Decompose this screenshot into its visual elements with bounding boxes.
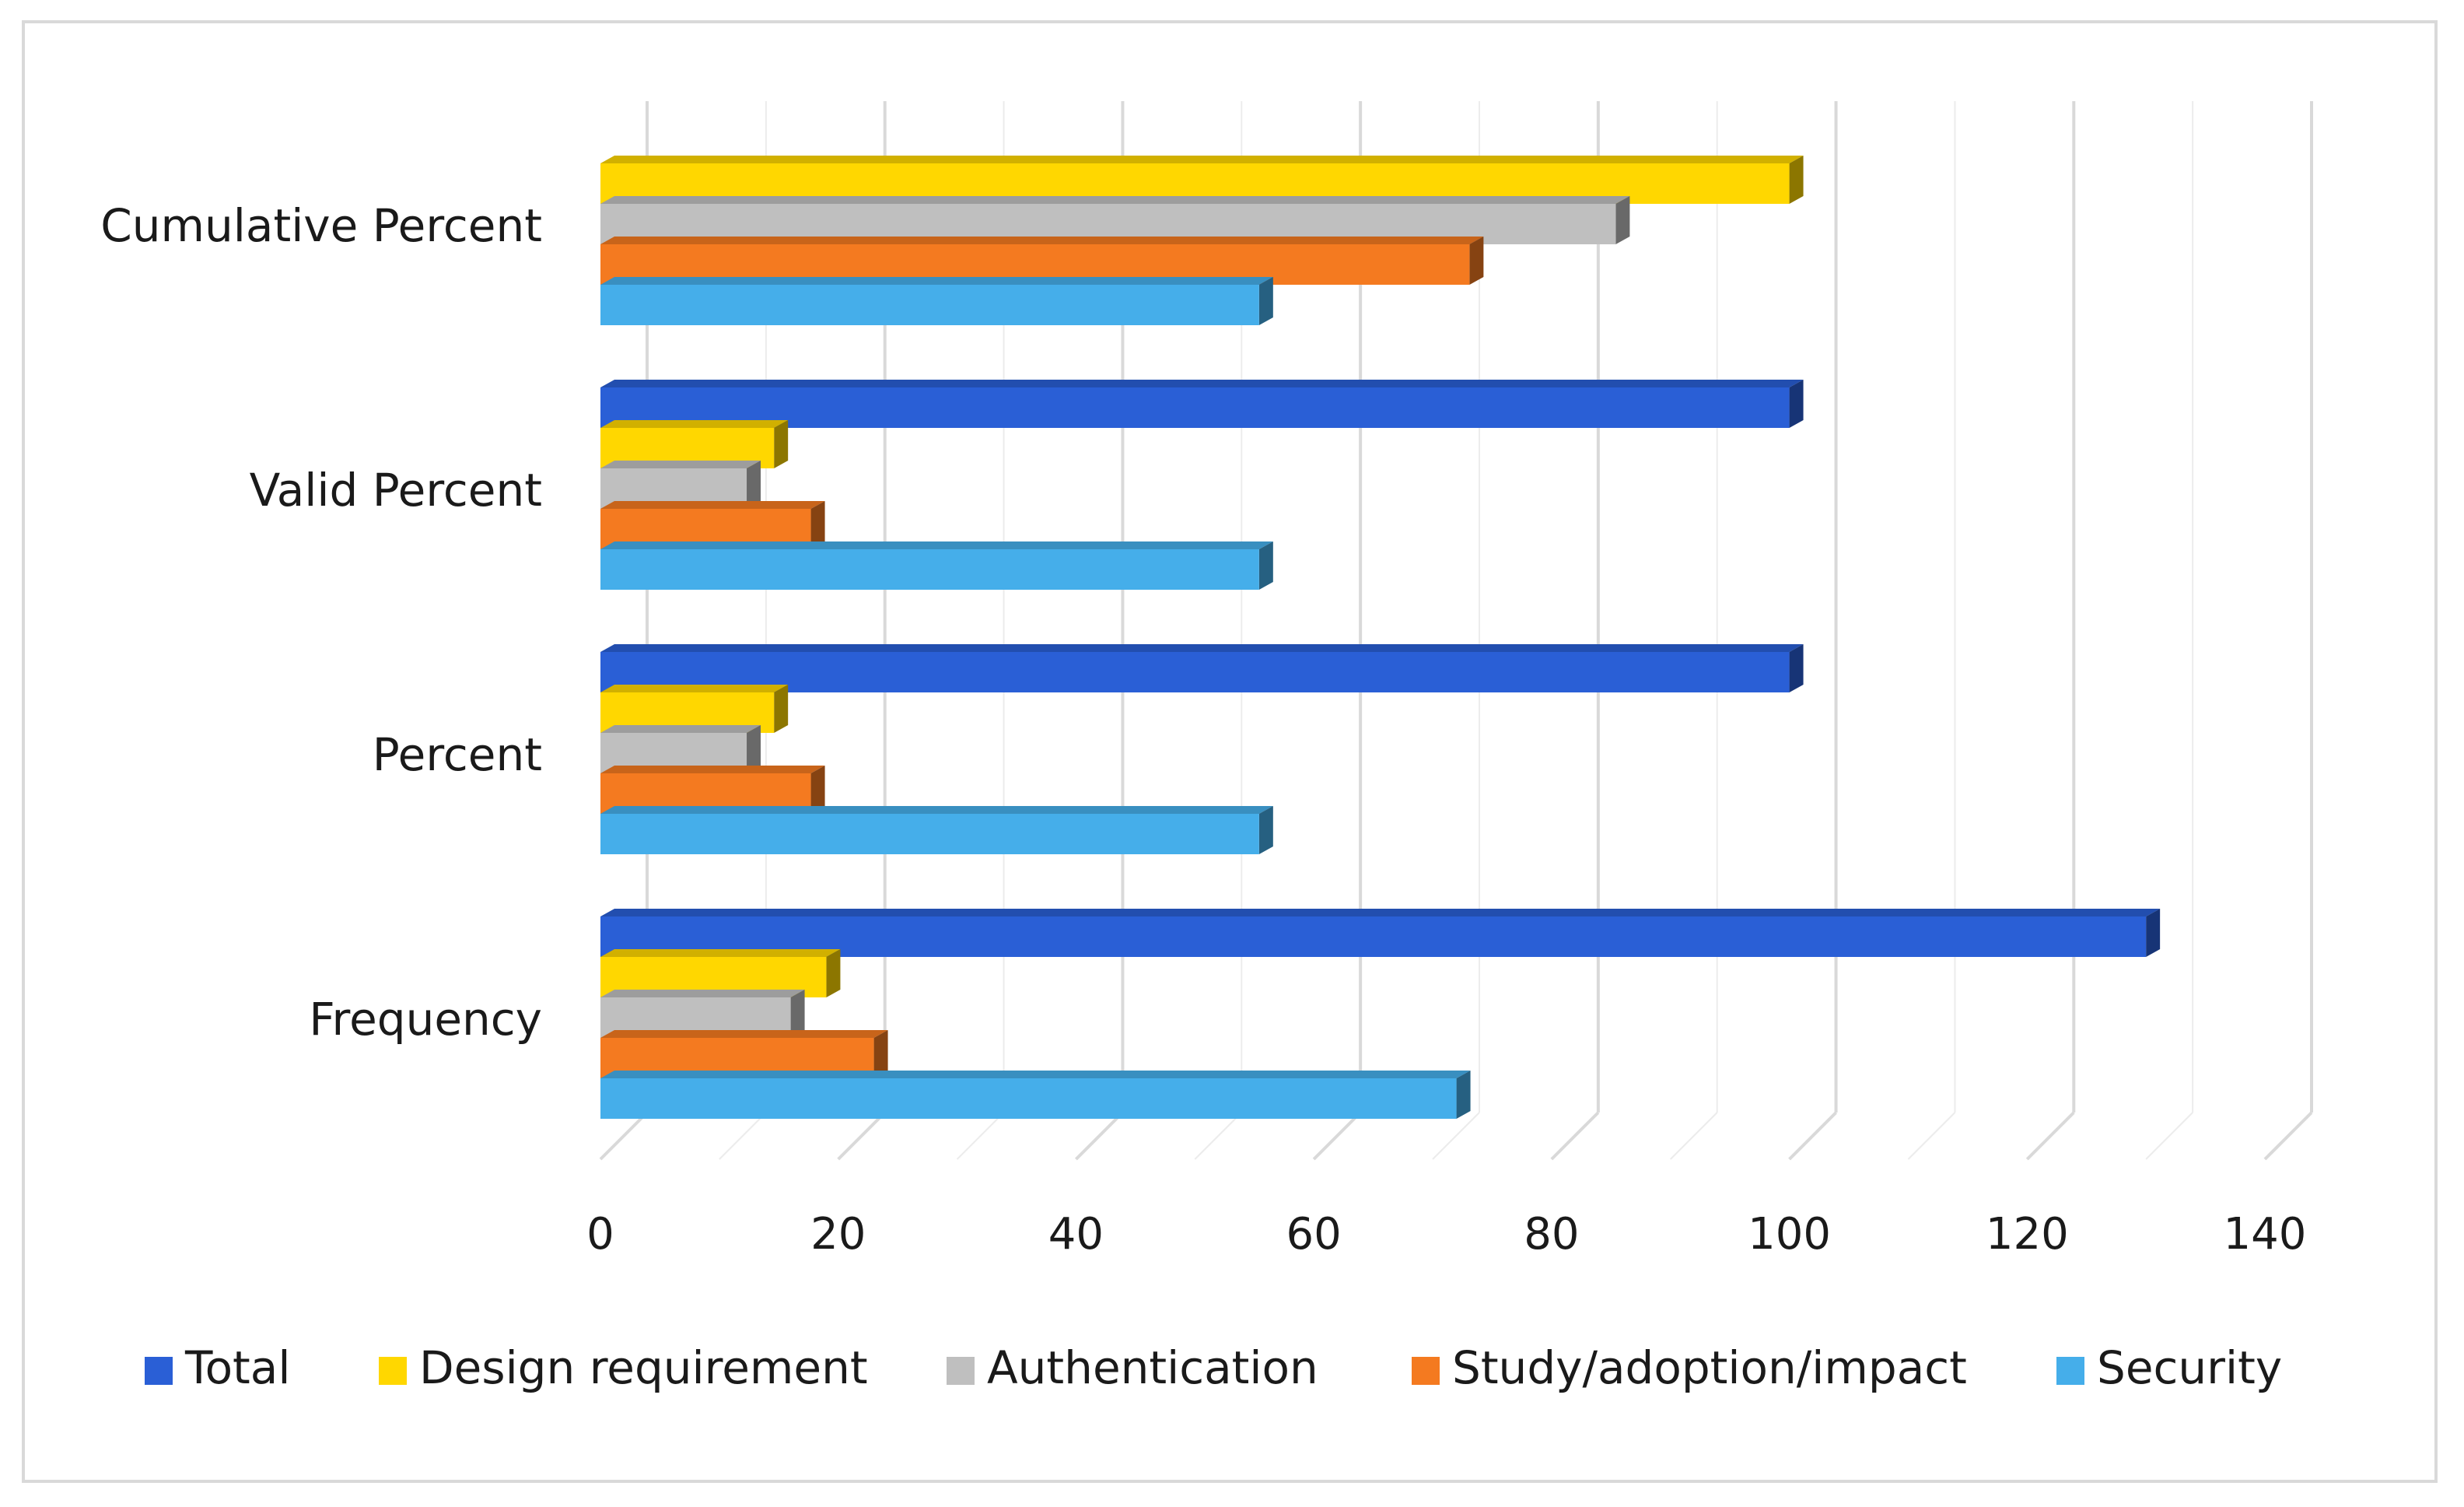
x-tick-label: 20: [810, 1209, 866, 1260]
category-label: Frequency: [309, 993, 542, 1046]
legend-swatch: [379, 1357, 407, 1385]
x-tick-label: 0: [586, 1209, 614, 1260]
category-label: Cumulative Percent: [100, 199, 542, 252]
legend-label: Security: [2097, 1341, 2282, 1394]
gridline-floor: [2263, 1111, 2313, 1161]
legend-label: Study/adoption/impact: [1452, 1341, 1967, 1394]
legend-label: Total: [184, 1341, 290, 1394]
legend-label: Authentication: [987, 1341, 1318, 1394]
legend-swatch: [1412, 1357, 1440, 1385]
x-tick-label: 80: [1524, 1209, 1579, 1260]
minor-gridline-floor: [1907, 1112, 1956, 1160]
x-tick-label: 40: [1048, 1209, 1104, 1260]
bar: [600, 380, 1804, 428]
legend-item: Study/adoption/impact: [1412, 1341, 1967, 1394]
gridline-floor: [837, 1111, 887, 1161]
minor-gridline-floor: [2145, 1112, 2193, 1160]
bars: [600, 156, 2161, 1119]
gridline-floor: [599, 1111, 649, 1161]
minor-gridline-floor: [1670, 1112, 1718, 1160]
minor-gridline-floor: [1432, 1112, 1480, 1160]
category-label: Percent: [373, 728, 542, 781]
bar: [600, 1071, 1471, 1119]
legend-label: Design requirement: [419, 1341, 868, 1394]
chart-frame: Frequency Percent Valid Percent Cumulative …: [22, 20, 2438, 1483]
bar: [600, 644, 1804, 692]
gridline-floor: [1312, 1111, 1362, 1161]
minor-gridline-floor: [719, 1112, 767, 1160]
legend-item: Total: [145, 1341, 290, 1394]
gridline-floor: [1550, 1111, 1600, 1161]
legend-item: Design requirement: [379, 1341, 868, 1394]
minor-gridline-floor: [956, 1112, 1005, 1160]
category-label: Valid Percent: [250, 464, 542, 517]
legend-swatch: [145, 1357, 173, 1385]
x-tick-label: 100: [1748, 1209, 1831, 1260]
x-tick-label: 60: [1286, 1209, 1342, 1260]
gridline-floor: [1788, 1111, 1837, 1161]
legend-swatch: [2056, 1357, 2084, 1385]
bar: [600, 277, 1273, 325]
bar: [600, 949, 841, 997]
legend-item: Security: [2056, 1341, 2282, 1394]
legend-item: Authentication: [947, 1341, 1318, 1394]
legend: Total Design requirement Authentication Stu…: [145, 1341, 2282, 1394]
bar: [600, 909, 2161, 957]
minor-gridline-floor: [1194, 1112, 1242, 1160]
x-tick-label: 140: [2224, 1209, 2307, 1260]
gridline-floor: [1075, 1111, 1124, 1161]
x-axis-ticks: 0 20 40 60 80 100 120 140: [586, 1209, 2306, 1260]
category-labels: Frequency Percent Valid Percent Cumulative …: [100, 199, 542, 1046]
bar: [600, 541, 1273, 590]
bar-chart: Frequency Percent Valid Percent Cumulative …: [100, 101, 2313, 1394]
x-tick-label: 120: [1986, 1209, 2069, 1260]
bar: [600, 806, 1273, 854]
legend-swatch: [947, 1357, 975, 1385]
gridline-floor: [2025, 1111, 2075, 1161]
